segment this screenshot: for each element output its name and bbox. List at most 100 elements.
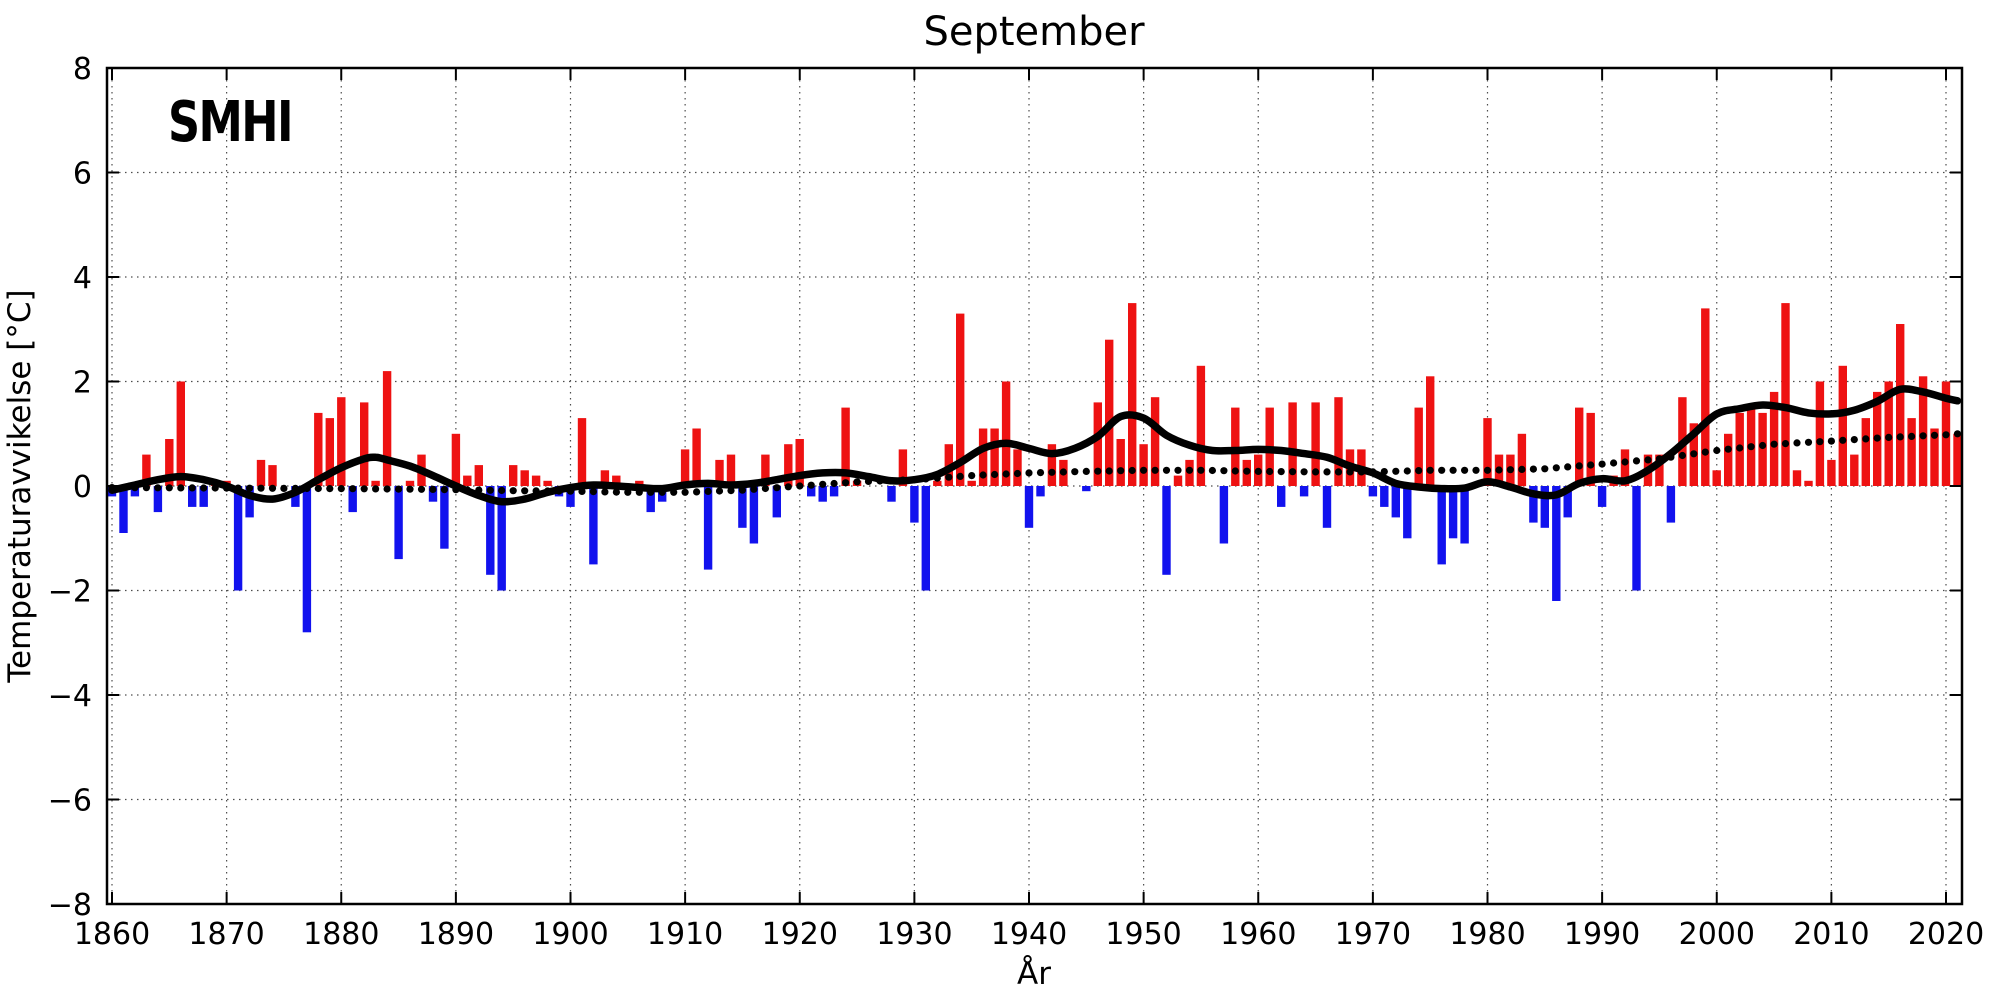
reference-dot	[968, 472, 976, 480]
reference-dot	[830, 479, 838, 488]
reference-dot	[1839, 436, 1847, 444]
bar-2017	[1907, 418, 1916, 486]
reference-dot	[1781, 440, 1790, 448]
bar-1983	[1517, 433, 1527, 487]
bar-2013	[1861, 418, 1870, 486]
bar-1948	[1116, 439, 1125, 486]
bar-2016	[1896, 324, 1905, 486]
bar-1904	[612, 475, 621, 486]
bar-1978	[1460, 486, 1469, 544]
bar-2007	[1792, 470, 1802, 486]
reference-dot	[509, 487, 517, 495]
reference-dot	[1128, 466, 1136, 475]
bar-1976	[1437, 486, 1446, 565]
reference-dot	[750, 485, 758, 493]
bar-1941	[1036, 486, 1045, 497]
bar-1934	[956, 313, 965, 486]
reference-dot	[440, 486, 448, 494]
reference-dot	[1862, 435, 1870, 443]
reference-dot	[1117, 467, 1125, 475]
reference-dot	[1885, 433, 1893, 441]
bar-1861	[119, 486, 128, 533]
x-tick-label: 1890	[418, 917, 494, 952]
anomaly-bars	[107, 303, 1962, 633]
reference-dot	[1930, 431, 1939, 439]
bar-2005	[1769, 391, 1779, 486]
bar-1865	[165, 439, 174, 486]
bar-1955	[1196, 365, 1206, 486]
bar-2001	[1724, 433, 1733, 487]
reference-dot	[1736, 444, 1744, 452]
reference-dot	[1174, 466, 1182, 474]
reference-dot	[200, 484, 208, 492]
x-tick-label: 1870	[188, 917, 264, 952]
bar-1984	[1529, 486, 1538, 523]
bar-1864	[153, 486, 163, 513]
bar-1949	[1128, 303, 1137, 486]
x-tick-label: 1910	[647, 917, 723, 952]
reference-dot	[1013, 469, 1022, 478]
reference-dot	[1483, 466, 1492, 474]
y-tick-label: −4	[48, 679, 92, 714]
reference-dot	[1724, 445, 1732, 453]
bar-1894	[497, 486, 506, 591]
reference-dot	[612, 488, 621, 496]
reference-dot	[853, 478, 861, 486]
reference-dot	[188, 484, 196, 492]
bar-1889	[440, 486, 449, 549]
x-tick-label: 1970	[1335, 917, 1411, 952]
bar-2010	[1827, 459, 1836, 486]
bar-1946	[1093, 402, 1102, 486]
bar-1985	[1540, 486, 1549, 528]
reference-dot	[1185, 466, 1194, 474]
reference-dot	[372, 485, 380, 493]
reference-dot	[1312, 468, 1320, 476]
reference-dot	[417, 485, 426, 493]
bar-1914	[726, 454, 736, 486]
reference-dot	[1759, 441, 1767, 450]
reference-dot	[681, 488, 689, 496]
reference-dot	[337, 485, 345, 493]
reference-dot	[842, 479, 850, 487]
bar-1989	[1586, 412, 1595, 486]
x-tick-label: 1880	[303, 917, 379, 952]
reference-dot	[1770, 440, 1778, 448]
reference-dot	[1002, 470, 1010, 478]
bar-1973	[1403, 486, 1412, 539]
y-tick-label: 6	[73, 157, 92, 192]
axes-and-ticks	[105, 66, 1964, 906]
bar-1974	[1414, 407, 1423, 486]
bar-1995	[1655, 454, 1664, 486]
bar-1863	[142, 454, 151, 486]
reference-dot	[314, 484, 322, 493]
reference-dot	[177, 484, 185, 492]
bar-2012	[1850, 454, 1859, 486]
x-tick-label: 1960	[1220, 917, 1296, 952]
reference-dot	[1334, 468, 1343, 476]
bar-1896	[520, 470, 529, 486]
bar-2004	[1758, 412, 1767, 486]
bar-1999	[1701, 308, 1710, 486]
bar-1993	[1632, 486, 1641, 591]
bar-1891	[463, 475, 472, 486]
reference-dot	[268, 484, 277, 492]
bar-1886	[405, 480, 415, 486]
reference-dot	[715, 487, 724, 495]
smoothed-curve	[108, 385, 1962, 506]
bar-1882	[360, 402, 369, 486]
reference-dot	[1151, 466, 1159, 474]
reference-dot	[1713, 446, 1721, 455]
reference-dot	[1094, 467, 1102, 475]
reference-dot	[257, 484, 265, 492]
bar-1890	[451, 433, 461, 487]
reference-dot	[693, 488, 701, 496]
x-axis-label: År	[1017, 956, 1051, 992]
reference-dot	[1644, 456, 1652, 464]
reference-dot	[1266, 467, 1274, 476]
bar-1893	[486, 486, 495, 575]
reference-dot	[1426, 466, 1434, 474]
gridlines	[107, 67, 1962, 905]
bar-1938	[1001, 381, 1011, 486]
reference-dot	[1678, 451, 1686, 460]
